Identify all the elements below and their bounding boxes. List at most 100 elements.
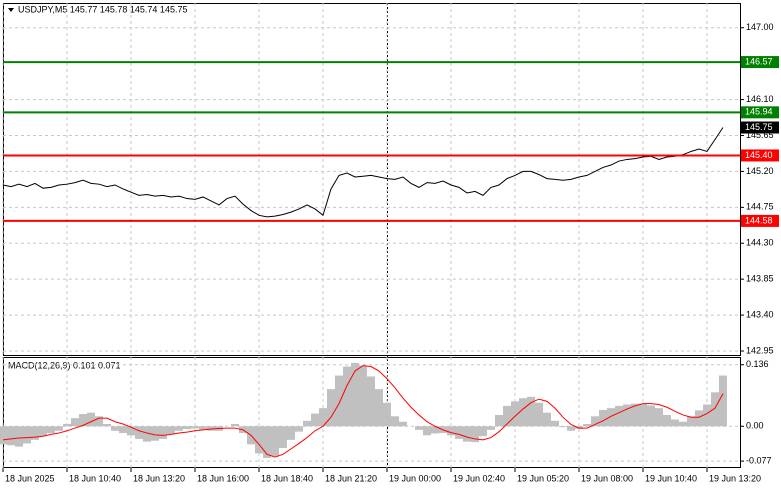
macd-bar xyxy=(703,404,711,427)
macd-bar xyxy=(615,405,623,427)
macd-bar xyxy=(479,426,487,437)
x-tick-label: 19 Jun 08:00 xyxy=(581,473,633,483)
y-tick-label: 145.65 xyxy=(746,130,774,140)
macd-bar xyxy=(279,426,287,448)
macd-bar xyxy=(375,389,383,427)
macd-bar xyxy=(231,423,239,427)
x-tick-label: 18 Jun 2025 xyxy=(5,473,55,483)
macd-bar xyxy=(255,426,263,454)
x-tick-label: 18 Jun 10:40 xyxy=(69,473,121,483)
macd-bar xyxy=(199,426,207,430)
macd-bar xyxy=(263,426,271,458)
y-tick-label: 144.30 xyxy=(746,238,774,248)
macd-bar xyxy=(119,426,127,434)
macd-bar xyxy=(487,426,495,430)
macd-bar xyxy=(271,426,279,457)
macd-bar xyxy=(327,389,335,427)
macd-bar xyxy=(111,426,119,431)
macd-bar xyxy=(351,362,359,427)
macd-bar xyxy=(359,365,367,427)
macd-bar xyxy=(143,426,151,442)
macd-bar xyxy=(559,426,567,428)
macd-bar xyxy=(39,426,47,437)
macd-bar xyxy=(511,401,519,427)
macd-title: MACD(12,26,9) 0.101 0.071 xyxy=(8,360,121,370)
macd-bar xyxy=(655,408,663,427)
level-label-box xyxy=(741,106,779,119)
macd-bar xyxy=(383,402,391,427)
macd-bar xyxy=(679,421,687,427)
macd-bar xyxy=(0,426,7,445)
level-label-box xyxy=(741,149,779,162)
menu-arrow xyxy=(8,8,14,12)
macd-bar xyxy=(447,426,455,436)
macd-bar xyxy=(415,426,423,430)
macd-bar xyxy=(591,416,599,427)
macd-bar xyxy=(127,426,135,436)
macd-bar xyxy=(79,414,87,427)
macd-bar xyxy=(671,419,679,427)
x-tick-label: 18 Jun 18:40 xyxy=(261,473,313,483)
y-tick-label: 0.136 xyxy=(746,359,769,369)
macd-bar xyxy=(551,420,559,427)
macd-bar xyxy=(7,426,15,446)
macd-bar xyxy=(31,426,39,440)
macd-bar xyxy=(15,426,23,447)
last-price-box xyxy=(741,121,779,134)
x-tick-label: 19 Jun 02:40 xyxy=(453,473,505,483)
macd-bar xyxy=(191,426,199,429)
x-tick-label: 18 Jun 13:20 xyxy=(133,473,185,483)
chart-title: USDJPY,M5 145.77 145.78 145.74 145.75 xyxy=(18,4,187,14)
x-tick-label: 18 Jun 21:20 xyxy=(325,473,377,483)
macd-bar xyxy=(343,366,351,427)
macd-bar xyxy=(303,420,311,427)
signal-line xyxy=(2,365,724,458)
level-label-box xyxy=(741,214,779,227)
macd-bar xyxy=(519,398,527,427)
x-tick-label: 19 Jun 00:00 xyxy=(389,473,441,483)
macd-bar xyxy=(103,423,111,427)
macd-bar xyxy=(663,414,671,427)
macd-bar xyxy=(335,375,343,427)
macd-bar xyxy=(623,404,631,427)
y-tick-label: 142.95 xyxy=(746,345,774,355)
macd-bar xyxy=(455,426,463,439)
macd-bar xyxy=(535,402,543,427)
macd-bar xyxy=(599,409,607,427)
y-tick-label: 0.00 xyxy=(746,421,764,431)
y-tick-label: 143.40 xyxy=(746,309,774,319)
level-label: 145.94 xyxy=(745,107,773,117)
macd-bar xyxy=(543,412,551,427)
macd-bar xyxy=(95,416,103,427)
macd-bar xyxy=(55,426,63,431)
macd-bar xyxy=(567,426,575,431)
macd-bar xyxy=(583,423,591,427)
macd-bar xyxy=(471,426,479,443)
macd-bar xyxy=(495,414,503,427)
macd-bar xyxy=(695,410,703,427)
macd-bar xyxy=(71,418,79,427)
macd-bar xyxy=(711,392,719,427)
macd-bar xyxy=(631,403,639,427)
macd-bar xyxy=(175,426,183,431)
macd-bar xyxy=(135,426,143,439)
macd-bar xyxy=(23,426,31,444)
price-line xyxy=(2,127,724,218)
macd-bar xyxy=(431,426,439,434)
macd-bar xyxy=(183,426,191,429)
macd-bar xyxy=(87,412,95,427)
macd-bar xyxy=(639,403,647,427)
y-tick-label: 146.10 xyxy=(746,94,774,104)
y-tick-label: 145.20 xyxy=(746,166,774,176)
macd-bar xyxy=(159,426,167,439)
macd-bar xyxy=(287,426,295,440)
main-panel xyxy=(3,3,741,356)
macd-bar xyxy=(399,421,407,427)
macd-bar xyxy=(687,416,695,427)
macd-bar xyxy=(463,426,471,442)
x-tick-label: 19 Jun 05:20 xyxy=(517,473,569,483)
macd-bar xyxy=(607,408,615,427)
y-tick-label: 143.85 xyxy=(746,274,774,284)
